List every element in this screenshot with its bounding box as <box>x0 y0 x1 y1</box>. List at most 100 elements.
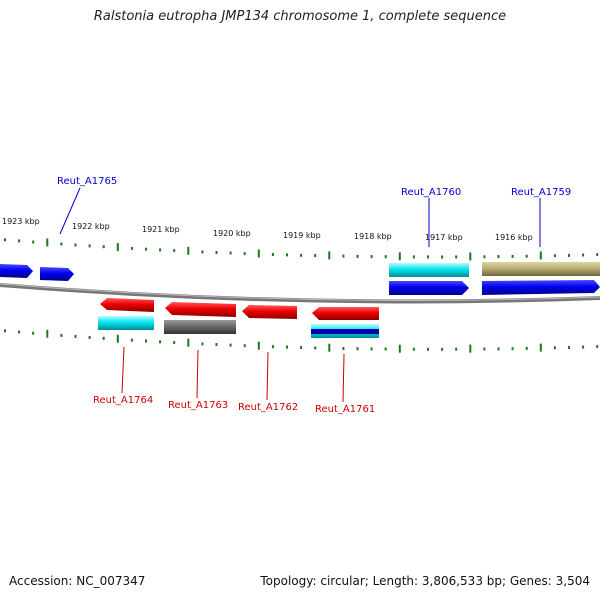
reut-a1759-gene[interactable] <box>482 280 600 295</box>
reut-a1763-feature[interactable] <box>164 320 236 334</box>
scale-label: 1919 kbp <box>283 231 321 240</box>
minor-tick <box>412 255 415 259</box>
minor-tick <box>553 254 556 258</box>
reut-a1763-leader <box>196 349 199 399</box>
gene-label-reut-a1760[interactable]: Reut_A1760 <box>401 187 461 198</box>
minor-tick <box>215 343 218 346</box>
minor-tick <box>525 254 528 258</box>
major-tick <box>328 343 331 352</box>
minor-tick <box>102 336 105 340</box>
major-tick <box>328 251 331 260</box>
major-tick <box>46 238 49 247</box>
reut-a1759-feature[interactable] <box>482 262 600 276</box>
minor-tick <box>342 347 345 350</box>
major-tick <box>469 344 472 353</box>
chromosome-backbone <box>0 283 600 304</box>
reut-a1760-gene[interactable] <box>389 281 469 295</box>
minor-tick <box>145 339 147 343</box>
gene-label-reut-a1764[interactable]: Reut_A1764 <box>93 395 153 406</box>
scale-label: 1923 kbp <box>2 217 40 226</box>
minor-tick <box>215 251 218 254</box>
minor-tick <box>596 253 599 257</box>
reut-a1764-gene[interactable] <box>100 298 154 312</box>
scale-label: 1916 kbp <box>495 233 533 242</box>
minor-tick <box>384 347 387 351</box>
minor-tick <box>18 330 21 334</box>
accession-label: Accession: NC_007347 <box>9 574 146 588</box>
minor-tick <box>582 345 585 349</box>
major-tick <box>539 343 542 352</box>
minor-tick <box>4 238 6 242</box>
reut-a1764-leader <box>121 346 125 394</box>
scale-label: 1922 kbp <box>72 222 110 231</box>
minor-tick <box>568 253 570 257</box>
reut-a1764-feature[interactable] <box>98 316 154 330</box>
scale-label: 1920 kbp <box>213 229 251 238</box>
minor-tick <box>201 342 204 346</box>
minor-tick <box>497 255 500 259</box>
reut-a1763-gene[interactable] <box>165 302 236 317</box>
forward-gene-arrow[interactable] <box>0 264 33 278</box>
minor-tick <box>32 331 35 335</box>
minor-tick <box>582 253 585 257</box>
minor-tick <box>356 254 359 258</box>
minor-tick <box>271 345 274 349</box>
sequence-stats: Topology: circular; Length: 3,806,533 bp… <box>260 574 590 588</box>
minor-tick <box>370 347 373 351</box>
minor-tick <box>483 347 486 351</box>
reut-a1765-leader <box>59 187 81 235</box>
scale-label: 1921 kbp <box>142 225 180 234</box>
gene-label-reut-a1763[interactable]: Reut_A1763 <box>168 400 228 411</box>
gene-label-reut-a1765[interactable]: Reut_A1765 <box>57 176 117 187</box>
major-tick <box>398 344 401 353</box>
minor-tick <box>596 345 599 349</box>
minor-tick <box>427 347 429 351</box>
minor-tick <box>455 347 458 351</box>
minor-tick <box>173 341 176 344</box>
minor-tick <box>18 239 21 243</box>
major-tick <box>539 251 542 260</box>
minor-tick <box>243 252 246 256</box>
minor-tick <box>427 255 429 259</box>
minor-tick <box>201 250 204 254</box>
minor-tick <box>60 333 63 337</box>
lower-tick-row <box>4 329 599 353</box>
minor-tick <box>483 255 486 259</box>
major-tick <box>46 329 49 338</box>
minor-tick <box>370 255 373 259</box>
minor-tick <box>525 346 528 350</box>
minor-tick <box>511 347 514 351</box>
minor-tick <box>300 346 303 349</box>
gene-label-reut-a1762[interactable]: Reut_A1762 <box>238 402 298 413</box>
minor-tick <box>32 240 35 244</box>
minor-tick <box>300 253 303 257</box>
major-tick <box>257 341 260 350</box>
minor-tick <box>88 335 91 339</box>
major-tick <box>116 334 119 343</box>
major-tick <box>469 252 472 261</box>
minor-tick <box>74 334 77 338</box>
gene-label-reut-a1759[interactable]: Reut_A1759 <box>511 187 571 198</box>
reut-a1760-feature[interactable] <box>389 263 469 277</box>
reut-a1761-feature[interactable] <box>311 324 379 338</box>
scale-label: 1918 kbp <box>354 232 392 241</box>
reut-a1761-gene[interactable] <box>312 307 379 320</box>
gene-label-reut-a1761[interactable]: Reut_A1761 <box>315 404 375 415</box>
minor-tick <box>441 347 444 351</box>
minor-tick <box>497 347 500 351</box>
minor-tick <box>342 254 345 258</box>
minor-tick <box>60 242 63 246</box>
minor-tick <box>159 248 162 252</box>
minor-tick <box>159 340 162 344</box>
minor-tick <box>511 254 514 258</box>
major-tick <box>257 249 260 258</box>
minor-tick <box>314 254 317 258</box>
minor-tick <box>88 244 91 248</box>
map-title: Ralstonia eutropha JMP134 chromosome 1, … <box>93 9 507 24</box>
minor-tick <box>568 346 570 349</box>
reut-a1762-gene[interactable] <box>242 305 297 319</box>
minor-tick <box>243 344 246 348</box>
reut-a1765-gene[interactable] <box>40 267 74 281</box>
reut-a1762-leader <box>266 351 269 401</box>
